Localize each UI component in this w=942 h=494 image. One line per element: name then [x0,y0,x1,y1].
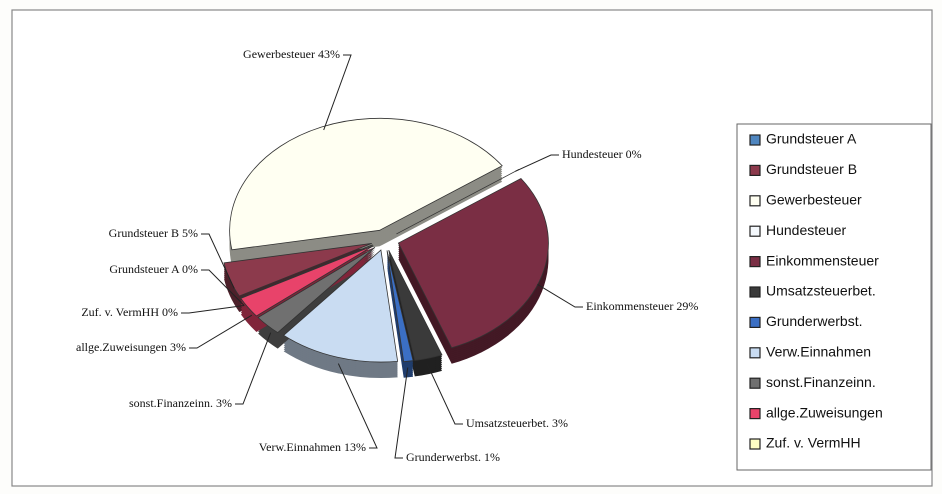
data-label: Grundsteuer B 5% [109,226,198,240]
leader-line [235,332,272,405]
data-label-value: 0% [626,147,642,161]
legend-swatch [749,256,761,268]
leader-line [537,284,583,308]
data-label: Zuf. v. VermHH 0% [81,305,178,319]
legend-label: sonst.Finanzeinn. [766,374,876,390]
data-label-name: Hundesteuer [562,147,623,161]
slice-side [396,173,520,238]
data-label-value: 3% [552,416,568,430]
legend-swatch [749,164,761,176]
data-label-value: 13% [344,440,366,454]
leader-line [189,314,253,349]
data-label-value: 3% [170,340,186,354]
leader-line [181,305,245,314]
slice-side [396,171,520,236]
data-label-value: 3% [216,396,232,410]
legend-label: allge.Zuweisungen [766,404,883,420]
leader-line [394,367,409,459]
data-label: Grunderwerbst. 1% [406,450,500,464]
legend-label: Verw.Einnahmen [766,344,871,360]
slice [257,246,376,334]
legend-swatch [749,316,761,328]
legend-label: Grundsteuer B [766,161,857,177]
slice [240,245,374,317]
data-label-value: 0% [162,305,178,319]
data-label: Umsatzsteuerbet. 3% [466,416,568,430]
data-label: allge.Zuweisungen 3% [76,340,186,354]
legend-label: Umsatzsteuerbet. [766,283,876,299]
leader-line [201,269,245,306]
data-label-name: Umsatzsteuerbet. [466,416,549,430]
data-label-name: Grundsteuer A [109,262,180,276]
slice [240,244,373,298]
legend-swatch [749,408,761,420]
slice [283,249,399,363]
data-label: Einkommensteuer 29% [586,299,698,313]
leader-line [337,363,378,449]
data-label-name: Einkommensteuer [586,299,673,313]
data-label-value: 1% [484,450,500,464]
data-label-name: Gewerbesteuer [243,47,315,61]
data-label: Hundesteuer 0% [562,147,642,161]
legend-label: Grunderwerbst. [766,313,862,329]
leader-line [515,154,559,172]
slice [388,249,443,361]
slice-side [396,177,520,242]
data-label-name: Grundsteuer B [109,226,179,240]
leader-line [426,364,463,425]
slice [386,250,414,363]
legend-swatch [749,347,761,359]
legend-swatch [749,195,761,207]
data-label: sonst.Finanzeinn. 3% [129,396,232,410]
data-label-name: sonst.Finanzeinn. [129,396,213,410]
legend-swatch [749,286,761,298]
legend-label: Einkommensteuer [766,252,879,268]
slice-side [240,250,373,304]
data-label-name: Grunderwerbst. [406,450,481,464]
data-label-name: allge.Zuweisungen [76,340,167,354]
leader-line [323,54,352,131]
data-label-value: 5% [182,226,198,240]
legend-label: Zuf. v. VermHH [766,435,861,451]
legend-box [736,123,932,471]
data-label-name: Zuf. v. VermHH [81,305,159,319]
slice [397,178,549,349]
data-label: Verw.Einnahmen 13% [259,440,366,454]
slice-side [396,175,520,240]
data-label: Grundsteuer A 0% [109,262,198,276]
legend-label: Gewerbesteuer [766,192,862,208]
legend-swatch [749,438,761,450]
data-label: Gewerbesteuer 43% [243,47,340,61]
leader-line [201,233,235,289]
data-label-value: 0% [182,262,198,276]
legend-swatch [749,377,761,389]
legend-swatch [749,225,761,237]
data-label-value: 43% [318,47,340,61]
legend-label: Hundesteuer [766,222,847,238]
data-label-name: Verw.Einnahmen [259,440,341,454]
slice [229,117,503,251]
data-label-value: 29% [676,299,698,313]
legend-swatch [749,134,761,146]
legend-label: Grundsteuer A [766,131,857,147]
